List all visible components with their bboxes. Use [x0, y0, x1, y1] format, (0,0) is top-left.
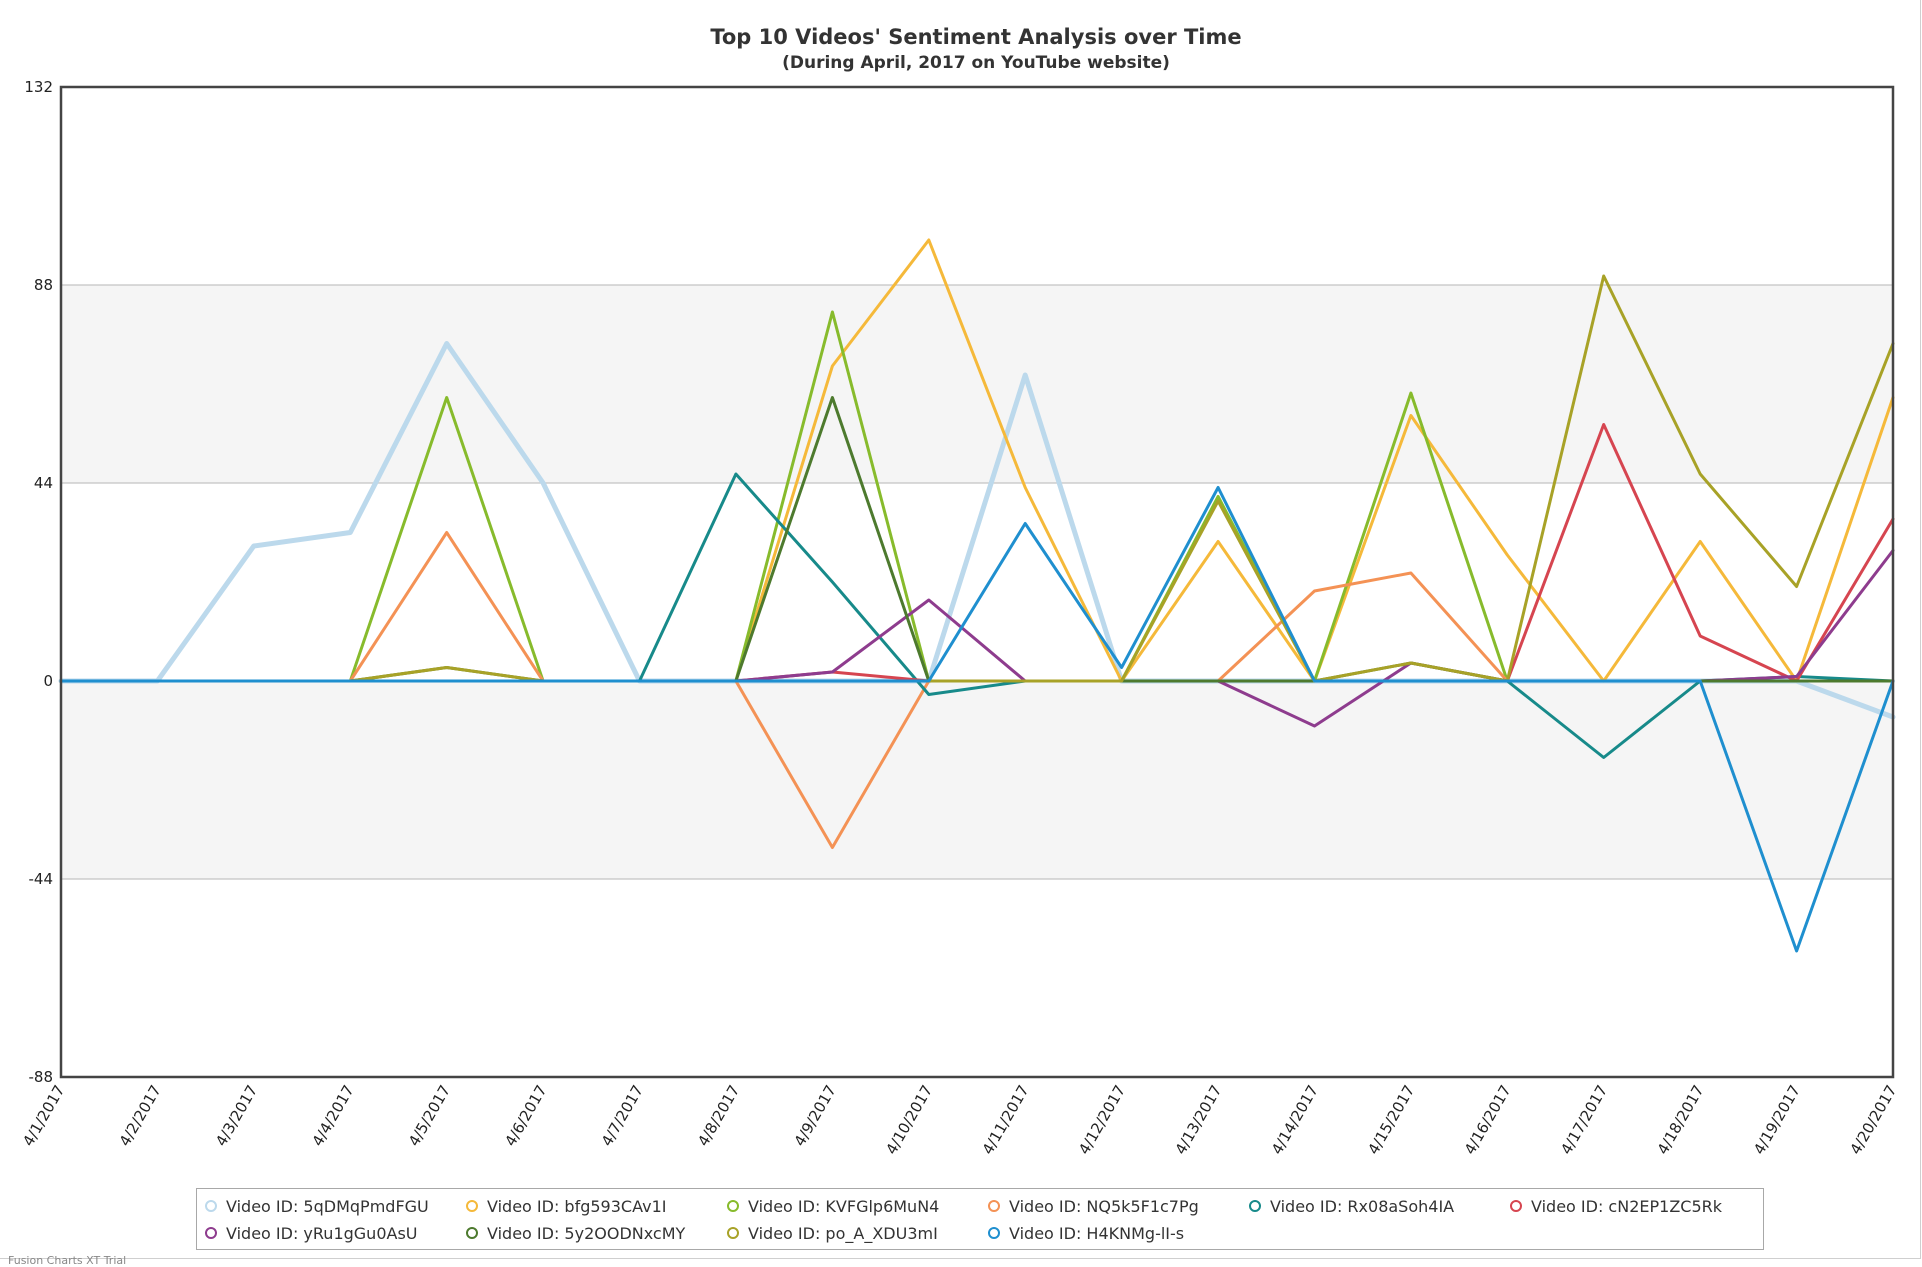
legend-marker-icon [466, 1200, 478, 1212]
x-tick-label: 4/16/2017 [1461, 1082, 1515, 1158]
chart-subtitle: (During April, 2017 on YouTube website) [782, 53, 1170, 73]
legend-item[interactable]: Video ID: Rx08aSoh4IA [1249, 1195, 1510, 1217]
series-line-10[interactable] [59, 486, 1895, 953]
x-tick-label: 4/5/2017 [405, 1082, 454, 1149]
x-tick-label: 4/20/2017 [1846, 1082, 1900, 1158]
x-tick-label: 4/8/2017 [694, 1082, 743, 1149]
legend-marker-icon [727, 1227, 739, 1239]
chart-title: Top 10 Videos' Sentiment Analysis over T… [710, 25, 1241, 49]
legend-label: Video ID: po_A_XDU3mI [748, 1223, 938, 1243]
legend-item[interactable]: Video ID: H4KNMg-lI-s [988, 1222, 1249, 1244]
x-tick-label: 4/1/2017 [19, 1082, 68, 1149]
legend-item[interactable]: Video ID: bfg593CAv1I [466, 1195, 727, 1217]
legend-item[interactable]: Video ID: cN2EP1ZC5Rk [1510, 1195, 1771, 1217]
legend-item[interactable]: Video ID: yRu1gGu0AsU [205, 1222, 466, 1244]
legend-item[interactable]: Video ID: po_A_XDU3mI [727, 1222, 988, 1244]
x-tick-label: 4/7/2017 [598, 1082, 647, 1149]
legend-marker-icon [1249, 1200, 1261, 1212]
plot-border [59, 85, 1895, 1079]
x-tick-label: 4/3/2017 [212, 1082, 261, 1149]
legend-label: Video ID: KVFGlp6MuN4 [748, 1196, 940, 1216]
legend-marker-icon [1510, 1200, 1522, 1212]
x-tick-label: 4/18/2017 [1654, 1082, 1708, 1158]
legend-marker-icon [988, 1227, 1000, 1239]
plot-band [61, 681, 1893, 879]
y-tick-label: -44 [29, 870, 54, 888]
legend-label: Video ID: H4KNMg-lI-s [1009, 1223, 1185, 1243]
legend-label: Video ID: yRu1gGu0AsU [226, 1223, 418, 1243]
x-tick-label: 4/14/2017 [1268, 1082, 1322, 1158]
legend-marker-icon [205, 1227, 217, 1239]
legend-item[interactable]: Video ID: KVFGlp6MuN4 [727, 1195, 988, 1217]
x-tick-label: 4/10/2017 [882, 1082, 936, 1158]
series-line-9[interactable] [59, 274, 1895, 683]
y-tick-label: 44 [34, 474, 53, 492]
legend-label: Video ID: cN2EP1ZC5Rk [1531, 1196, 1723, 1216]
legend-marker-icon [727, 1200, 739, 1212]
series-lines [58, 238, 1896, 953]
y-tick-label: 0 [43, 672, 53, 690]
legend-label: Video ID: bfg593CAv1I [487, 1196, 667, 1216]
x-tick-label: 4/15/2017 [1364, 1082, 1418, 1158]
x-tick-label: 4/4/2017 [308, 1082, 357, 1149]
plot-band [61, 879, 1893, 1077]
x-tick-label: 4/9/2017 [791, 1082, 840, 1149]
credit-text: Fusion Charts XT Trial [8, 1254, 127, 1267]
legend-marker-icon [205, 1200, 217, 1212]
legend-marker-icon [466, 1227, 478, 1239]
y-tick-label: 132 [24, 78, 53, 96]
x-tick-label: 4/17/2017 [1557, 1082, 1611, 1158]
x-tick-label: 4/2/2017 [116, 1082, 165, 1149]
legend-label: Video ID: 5y2OODNxcMY [487, 1223, 686, 1243]
legend-item[interactable]: Video ID: 5y2OODNxcMY [466, 1222, 727, 1244]
legend-item[interactable]: Video ID: 5qDMqPmdFGU [205, 1195, 466, 1217]
legend-label: Video ID: NQ5k5F1c7Pg [1009, 1196, 1199, 1216]
legend-label: Video ID: Rx08aSoh4IA [1270, 1196, 1455, 1216]
x-tick-label: 4/19/2017 [1750, 1082, 1804, 1158]
plot-background [61, 87, 1893, 1077]
plot-band [61, 483, 1893, 681]
legend-label: Video ID: 5qDMqPmdFGU [226, 1196, 429, 1216]
x-tick-label: 4/12/2017 [1075, 1082, 1129, 1158]
x-tick-label: 4/13/2017 [1171, 1082, 1225, 1158]
legend-marker-icon [988, 1200, 1000, 1212]
x-tick-label: 4/6/2017 [501, 1082, 550, 1149]
plot-band [61, 285, 1893, 483]
x-tick-label: 4/11/2017 [979, 1082, 1033, 1158]
y-tick-label: -88 [29, 1068, 54, 1086]
x-axis: 4/1/2017 4/2/2017 4/3/2017 4/4/2017 4/5/2017… [19, 1082, 1900, 1158]
legend-items: Video ID: 5qDMqPmdFGU Video ID: bfg593CAv… [205, 1195, 1771, 1244]
plot-band [61, 87, 1893, 285]
legend: Video ID: 5qDMqPmdFGU Video ID: bfg593CAv… [196, 1188, 1764, 1250]
legend-item[interactable]: Video ID: NQ5k5F1c7Pg [988, 1195, 1249, 1217]
y-axis: 132 88 44 0 -44 -88 [24, 78, 53, 1086]
y-tick-label: 88 [34, 276, 53, 294]
